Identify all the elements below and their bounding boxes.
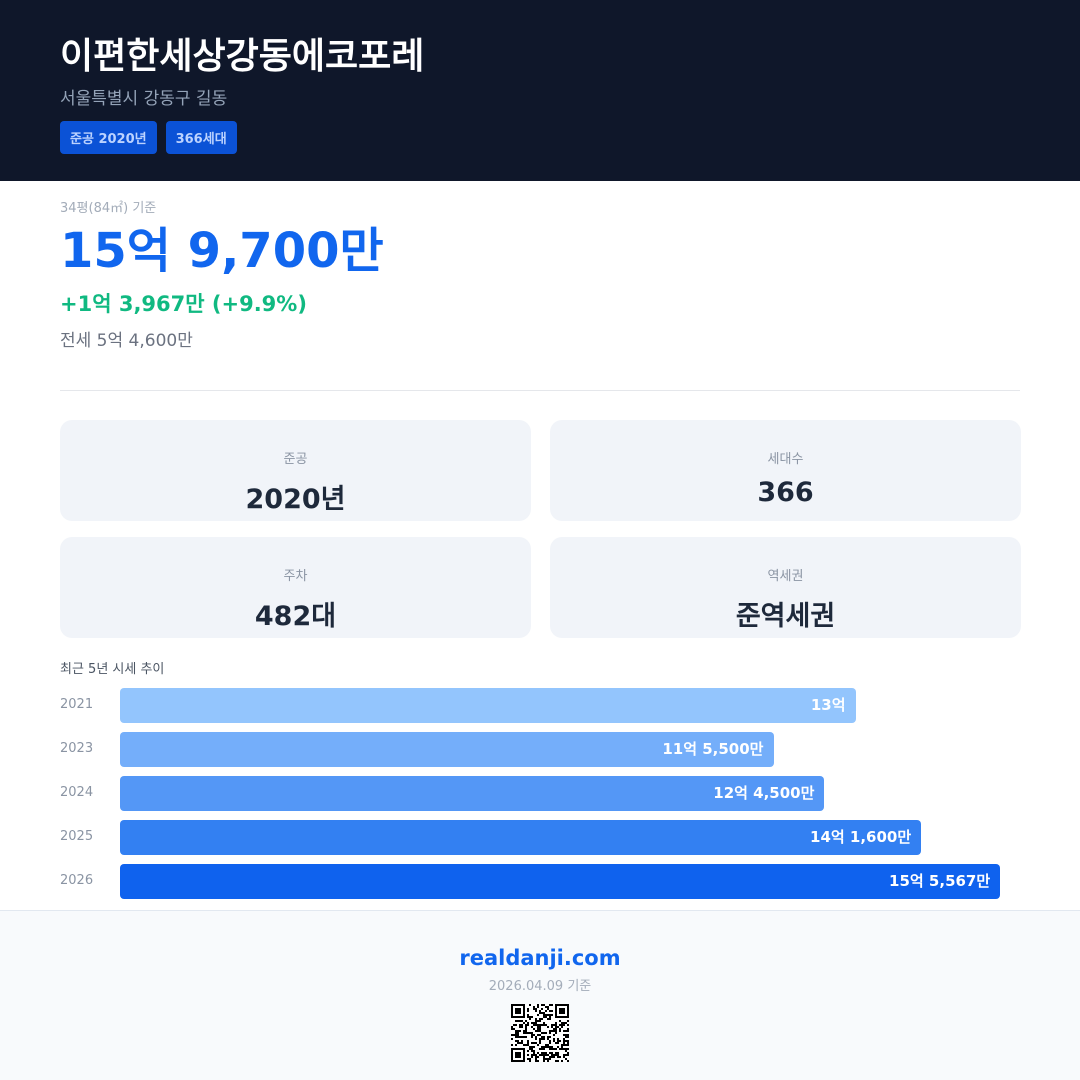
bar-label: 13억: [810, 696, 846, 714]
bar-row: 2023 11억 5,500만: [60, 732, 1020, 767]
site-link[interactable]: realdanji.com: [459, 946, 621, 970]
bar-row: 2026 15억 5,567만: [60, 864, 1020, 899]
complex-title: 이편한세상강동에코포레: [60, 36, 425, 77]
divider: [60, 390, 1020, 391]
size-basis: 34평(84㎡) 기준: [60, 201, 157, 216]
card-value: 준역세권: [735, 601, 836, 632]
bar-row: 2024 12억 4,500만: [60, 776, 1020, 811]
data-date: 2026.04.09 기준: [488, 979, 592, 994]
year-label: 2023: [60, 741, 94, 756]
year-label: 2025: [60, 829, 94, 844]
trend-chart: 2021 13억 2023 11억 5,500만 2024 12억 4,500만 2025 1…: [60, 688, 1020, 908]
bar-label: 15억 5,567만: [889, 872, 991, 890]
bar-label: 14억 1,600만: [810, 828, 912, 846]
bar-label: 12억 4,500만: [713, 784, 815, 802]
address: 서울특별시 강동구 길동: [60, 89, 228, 109]
card-households: 세대수 366: [550, 420, 1021, 521]
year-label: 2026: [60, 873, 94, 888]
bar: 11억 5,500만: [120, 732, 774, 767]
bar: 12억 4,500만: [120, 776, 825, 811]
card-parking: 주차 482대: [60, 537, 531, 638]
bar: 13억: [120, 688, 856, 723]
bar: 14억 1,600만: [120, 820, 922, 855]
footer: realdanji.com 2026.04.09 기준: [0, 910, 1080, 1080]
card-label: 세대수: [767, 452, 804, 467]
bar: 15억 5,567만: [120, 864, 1001, 899]
built-year-badge: 준공 2020년: [60, 121, 157, 154]
header: 이편한세상강동에코포레 서울특별시 강동구 길동 준공 2020년 366세대: [0, 0, 1080, 181]
bar-row: 2021 13억: [60, 688, 1020, 723]
card-value: 2020년: [245, 484, 346, 515]
bar-row: 2025 14억 1,600만: [60, 820, 1020, 855]
price-section: 34평(84㎡) 기준 15억 9,700만 +1억 3,967만 (+9.9%…: [60, 197, 1020, 351]
card-built: 준공 2020년: [60, 420, 531, 521]
trend-title: 최근 5년 시세 추이: [60, 662, 165, 677]
bar-label: 11억 5,500만: [662, 740, 764, 758]
price-change: +1억 3,967만 (+9.9%): [60, 292, 307, 316]
households-badge: 366세대: [165, 121, 237, 154]
year-label: 2024: [60, 785, 94, 800]
card-label: 역세권: [767, 569, 804, 584]
jeonse-price: 전세 5억 4,600만: [60, 331, 193, 351]
year-label: 2021: [60, 697, 94, 712]
price-value: 15억 9,700만: [60, 223, 384, 279]
card-value: 366: [757, 477, 814, 508]
card-label: 준공: [283, 452, 308, 467]
card-label: 주차: [283, 569, 308, 584]
card-value: 482대: [254, 601, 337, 632]
qr-code-icon: [511, 1004, 569, 1062]
